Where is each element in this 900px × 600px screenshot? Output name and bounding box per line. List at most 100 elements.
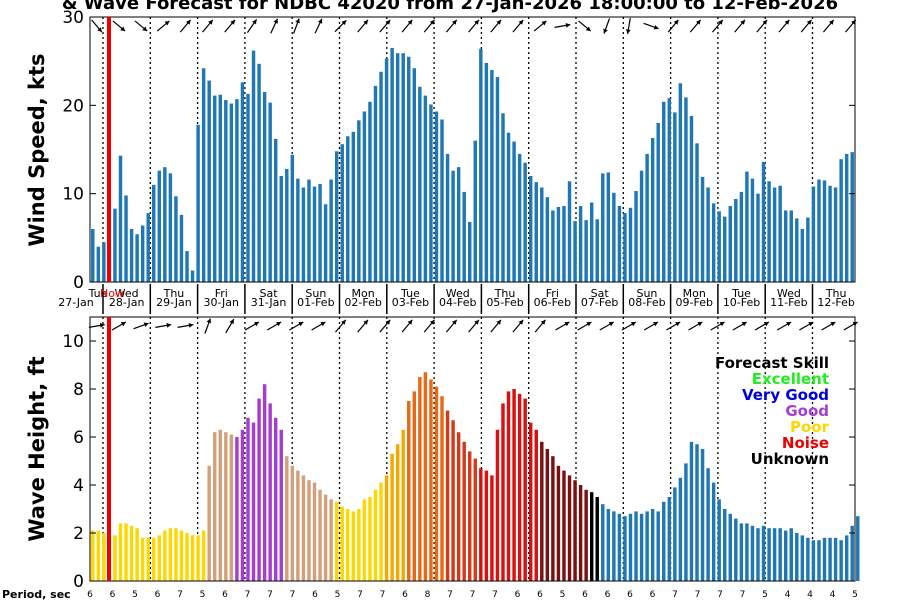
wind-direction-arrow-icon bbox=[822, 19, 835, 33]
wave-bars bbox=[91, 372, 860, 581]
wind-bar bbox=[129, 229, 134, 282]
wind-bar bbox=[528, 176, 533, 282]
wind-bar bbox=[329, 179, 333, 282]
y-tick-label: 20 bbox=[62, 96, 84, 116]
wind-bar bbox=[340, 144, 344, 282]
day-name-label: Wed bbox=[446, 287, 470, 300]
wave-plot-background bbox=[90, 317, 855, 581]
wind-bar bbox=[362, 111, 367, 283]
day-labels: Tue27-JanWed28-JanThu29-JanFri30-JanSat3… bbox=[58, 284, 855, 314]
wave-direction-arrows bbox=[88, 318, 858, 334]
wave-bar bbox=[617, 513, 622, 581]
y-tick-label: 2 bbox=[73, 524, 84, 544]
period-value: 7 bbox=[267, 590, 273, 600]
wind-bar bbox=[739, 191, 744, 282]
wind-bar bbox=[257, 63, 261, 282]
wind-bar bbox=[495, 77, 500, 282]
wind-bar bbox=[262, 92, 267, 282]
day-name-label: Sun bbox=[305, 287, 326, 300]
wind-direction-arrow-icon bbox=[334, 19, 347, 33]
period-value: 6 bbox=[87, 590, 93, 600]
wind-direction-arrow-icon bbox=[445, 319, 458, 333]
wind-direction-arrow-icon bbox=[225, 318, 235, 334]
wind-bar bbox=[307, 179, 311, 282]
y-tick-label: 10 bbox=[62, 332, 84, 352]
wave-bar bbox=[551, 456, 555, 581]
wave-bar bbox=[817, 540, 821, 581]
wind-direction-arrow-icon bbox=[603, 18, 611, 34]
wind-direction-arrow-icon bbox=[555, 321, 570, 331]
wind-direction-arrow-icon bbox=[577, 321, 592, 331]
wave-bar bbox=[285, 456, 289, 581]
wave-bar bbox=[534, 429, 538, 581]
wind-direction-arrow-icon bbox=[445, 19, 458, 33]
wind-bar bbox=[767, 181, 771, 282]
period-value: 6 bbox=[627, 590, 633, 600]
wind-bar bbox=[800, 229, 805, 282]
wave-bar bbox=[429, 379, 433, 581]
wave-bar bbox=[246, 417, 250, 581]
wave-bar bbox=[656, 511, 660, 581]
day-date-label: 03-Feb bbox=[392, 296, 429, 309]
y-tick-label: 6 bbox=[73, 428, 84, 448]
wave-bar bbox=[440, 396, 444, 581]
chart-title: & Wave Forecast for NDBC 42020 from 27-J… bbox=[62, 0, 838, 14]
y-tick-label: 0 bbox=[73, 273, 84, 293]
wind-direction-arrow-icon bbox=[534, 319, 546, 333]
period-value: 7 bbox=[717, 590, 723, 600]
wave-bar bbox=[789, 528, 793, 581]
wave-bar bbox=[490, 475, 494, 581]
wind-bar bbox=[479, 48, 483, 282]
wind-bar bbox=[124, 195, 128, 282]
wave-bar bbox=[390, 453, 394, 581]
period-value: 6 bbox=[582, 590, 588, 600]
wave-bar bbox=[750, 525, 755, 581]
wind-bar bbox=[562, 206, 566, 282]
wind-bar bbox=[174, 196, 178, 282]
period-value: 7 bbox=[470, 590, 476, 600]
wave-bar bbox=[279, 429, 283, 581]
wind-bar bbox=[229, 103, 234, 282]
day-date-label: 04-Feb bbox=[439, 296, 476, 309]
wave-bar bbox=[118, 523, 123, 581]
period-value: 4 bbox=[785, 590, 791, 600]
wind-bar bbox=[401, 53, 405, 282]
wave-bar bbox=[190, 535, 195, 581]
wave-bar bbox=[684, 463, 688, 581]
day-name-label: Tue bbox=[400, 287, 420, 300]
wave-bar bbox=[556, 465, 561, 581]
day-name-label: Sun bbox=[636, 287, 657, 300]
wind-bar bbox=[390, 47, 394, 282]
wind-direction-arrow-icon bbox=[688, 321, 703, 331]
period-value: 6 bbox=[222, 590, 228, 600]
wind-bar bbox=[689, 115, 694, 283]
day-name-label: Fri bbox=[215, 287, 228, 300]
wind-bar bbox=[434, 111, 439, 283]
wind-direction-arrow-icon bbox=[626, 17, 631, 35]
wind-direction-arrow-icon bbox=[799, 321, 814, 331]
wind-bar bbox=[246, 93, 250, 282]
wave-bar bbox=[567, 475, 572, 581]
day-date-label: 27-Jan bbox=[58, 296, 94, 309]
day-date-label: 28-Jan bbox=[109, 296, 145, 309]
wind-bar bbox=[312, 186, 317, 282]
period-value: 7 bbox=[177, 590, 183, 600]
wave-plot-frame bbox=[89, 316, 856, 582]
period-value: 7 bbox=[695, 590, 701, 600]
wave-bar bbox=[689, 441, 694, 581]
wind-direction-arrow-icon bbox=[179, 19, 192, 33]
wind-direction-arrow-icon bbox=[134, 20, 148, 32]
wave-bar bbox=[129, 525, 134, 581]
wind-bar bbox=[384, 58, 389, 282]
wave-bar bbox=[811, 540, 816, 581]
wind-bar bbox=[157, 170, 162, 282]
wind-bar bbox=[323, 204, 328, 282]
wind-direction-arrow-icon bbox=[689, 19, 702, 33]
wind-direction-arrow-icon bbox=[88, 323, 105, 328]
wind-bar bbox=[96, 246, 101, 282]
wave-bar bbox=[296, 470, 300, 581]
day-date-label: 31-Jan bbox=[251, 296, 287, 309]
wind-direction-arrow-icon bbox=[800, 19, 812, 33]
wind-bar bbox=[279, 176, 283, 282]
wind-direction-arrow-icon bbox=[643, 321, 659, 331]
